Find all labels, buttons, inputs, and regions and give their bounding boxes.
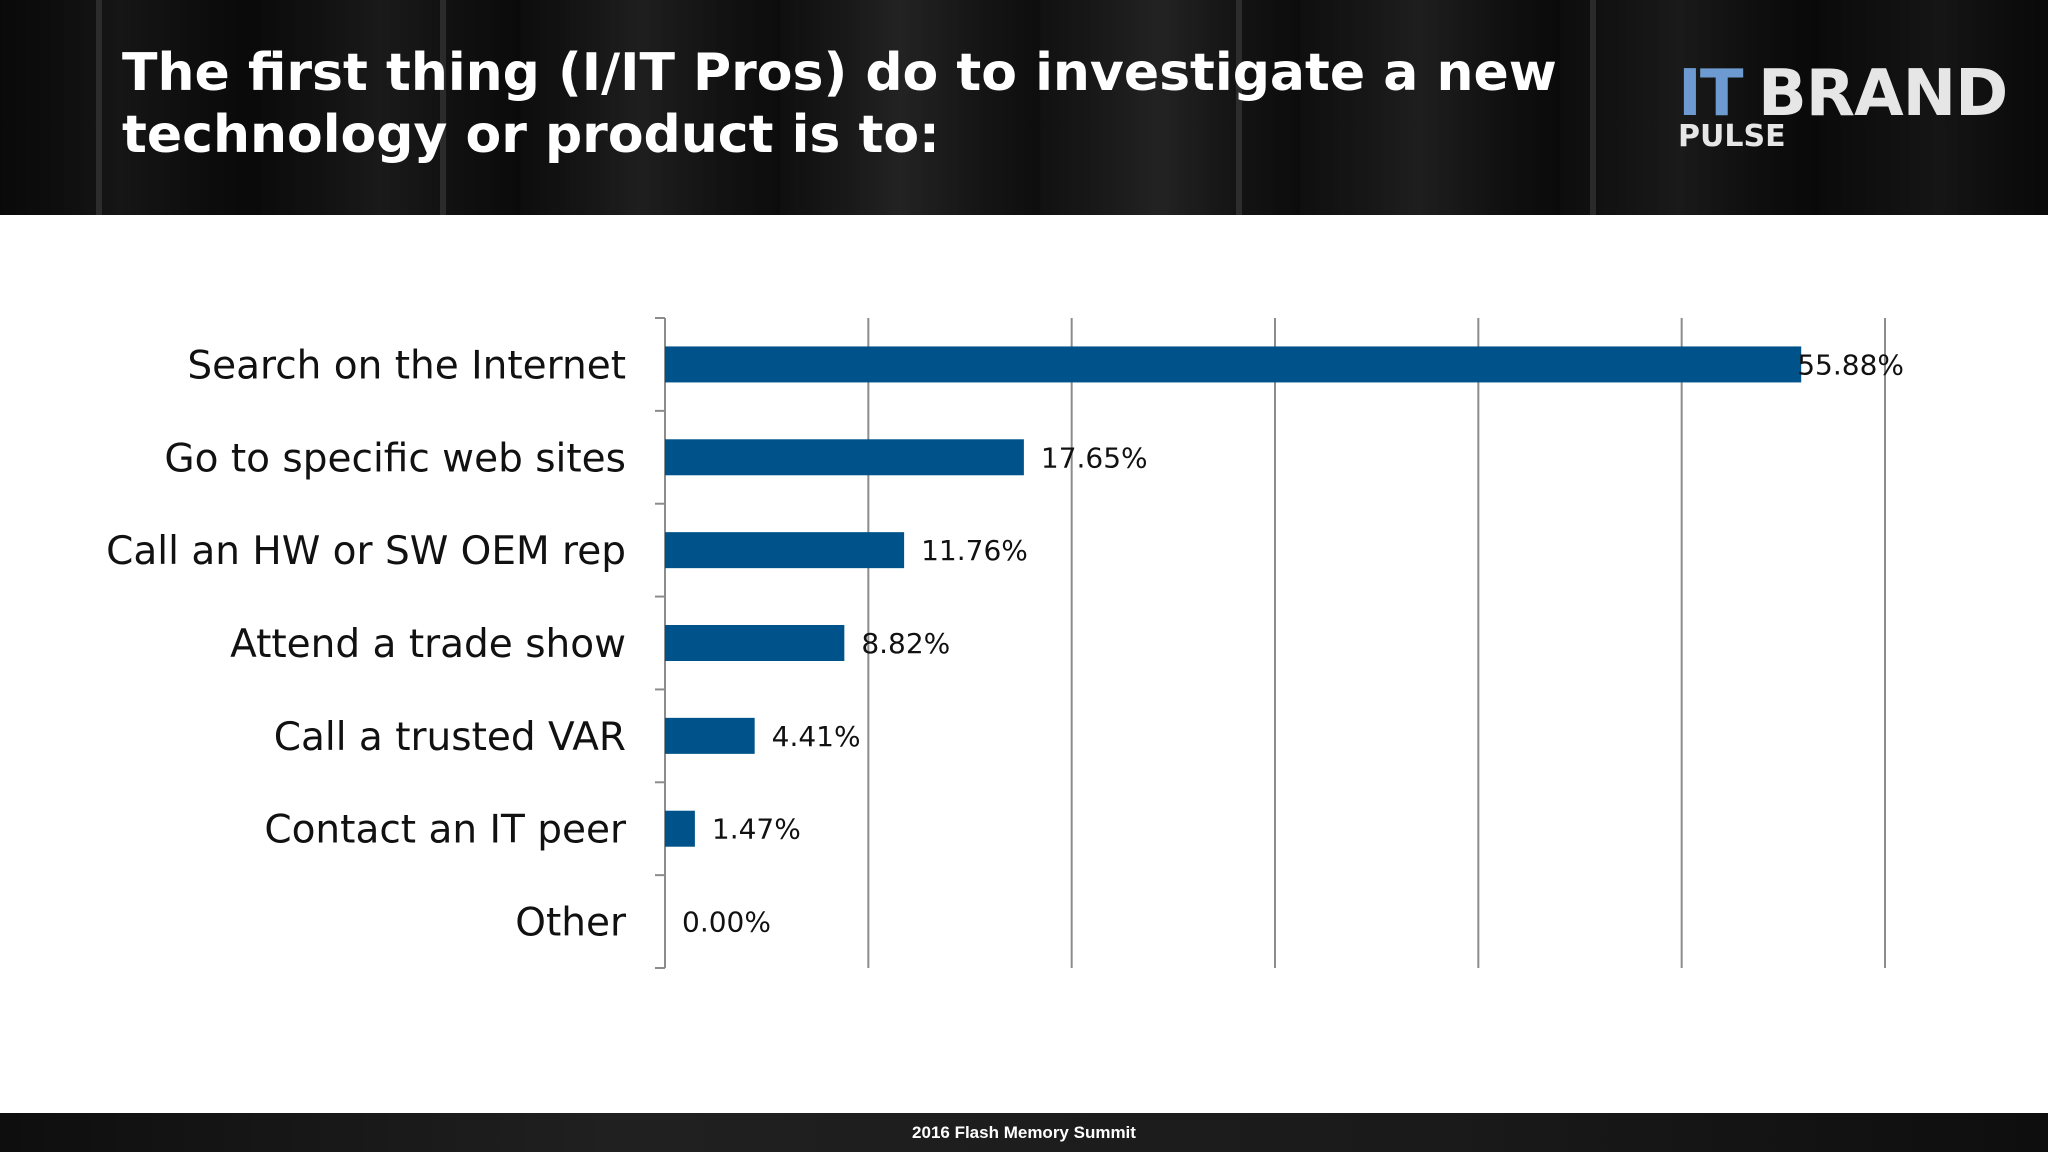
category-label: Search on the Internet: [187, 343, 626, 388]
footer-text: 2016 Flash Memory Summit: [912, 1123, 1136, 1142]
data-label: 1.47%: [712, 813, 801, 846]
category-label: Contact an IT peer: [264, 808, 627, 853]
data-label: 55.88%: [1797, 348, 1904, 381]
category-label: Attend a trade show: [230, 622, 626, 667]
bar: [665, 625, 845, 661]
category-label: Call a trusted VAR: [274, 715, 626, 760]
slide-footer: 2016 Flash Memory Summit: [0, 1113, 2048, 1152]
category-label: Call an HW or SW OEM rep: [106, 529, 626, 574]
data-label: 4.41%: [772, 720, 861, 753]
rack-edge: [1236, 0, 1242, 215]
category-label: Other: [515, 901, 627, 946]
bar: [665, 532, 905, 569]
data-label: 11.76%: [921, 534, 1028, 567]
bar: [665, 810, 695, 847]
data-label: 17.65%: [1041, 441, 1148, 474]
slide-title: The first thing (I/IT Pros) do to invest…: [122, 43, 1557, 165]
bar: [665, 346, 1802, 383]
data-label: 8.82%: [861, 627, 950, 660]
chart-area: Search on the Internet 55.88% Go to specif…: [0, 215, 2048, 1113]
logo-brand: BRAND: [1758, 57, 2008, 131]
rack-edge: [96, 0, 102, 215]
bar: [665, 439, 1024, 476]
logo-it: IT: [1678, 57, 1743, 131]
logo-pulse: PULSE: [1678, 119, 1786, 154]
data-label: 0.00%: [682, 906, 771, 939]
bar: [665, 717, 755, 754]
rack-edge: [1590, 0, 1596, 215]
rack-edge: [440, 0, 446, 215]
itbrandpulse-logo: IT BRAND PULSE: [1676, 58, 2016, 178]
slide-header: The first thing (I/IT Pros) do to invest…: [0, 0, 2048, 215]
bar-chart: Search on the Internet 55.88% Go to specif…: [106, 317, 1904, 969]
category-label: Go to specific web sites: [164, 436, 626, 481]
